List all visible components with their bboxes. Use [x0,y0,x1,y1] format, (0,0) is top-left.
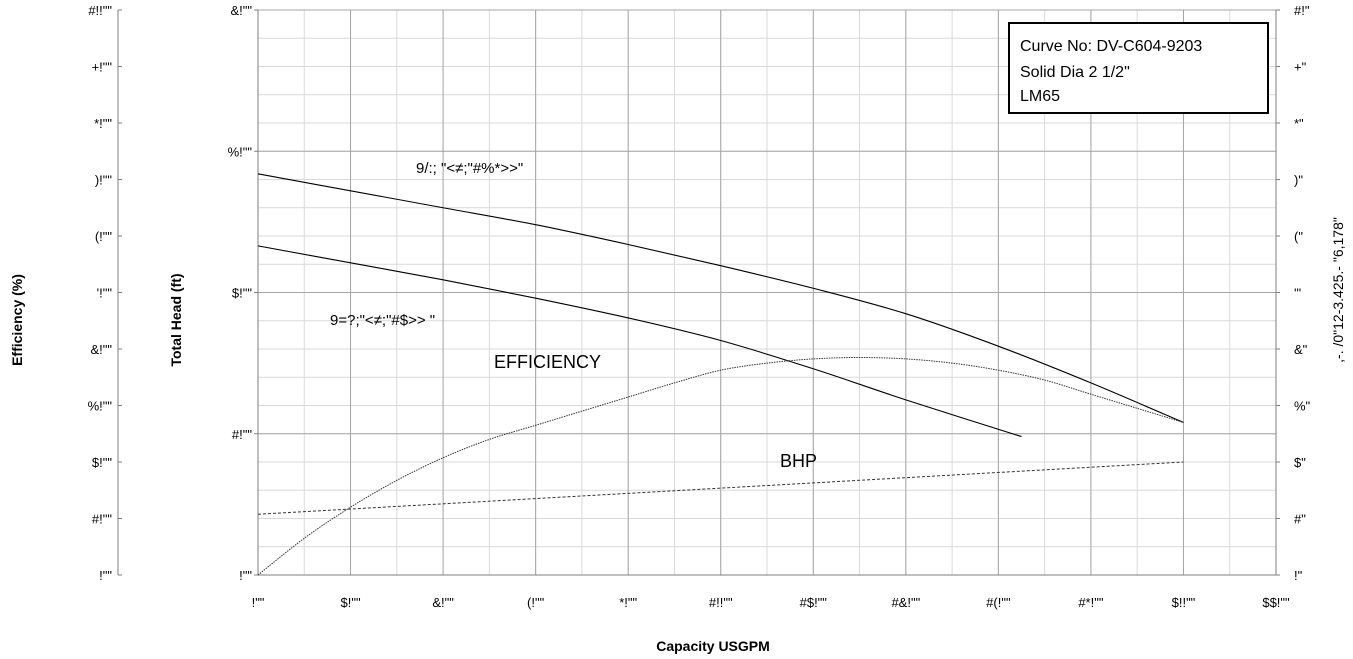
legend-line-model: LM65 [1020,88,1060,105]
bhp-label: BHP [780,451,817,471]
right-tick-label: %" [1294,399,1311,414]
x-tick-label: &!"" [432,595,454,610]
x-axis-title: Capacity USGPM [656,638,770,654]
lower-curve-label: 9=?;"<≠;"#$>> " [330,312,435,329]
right-tick-label: '" [1294,286,1301,301]
right-tick-label: &" [1294,342,1308,357]
efficiency-tick-label: !"" [99,568,112,583]
x-tick-label: $!"" [341,595,361,610]
head-tick-label: !"" [239,568,252,583]
efficiency-curve [257,356,1184,576]
right-tick-label: !" [1294,568,1303,583]
x-tick-label: #(!"" [986,595,1011,610]
efficiency-tick-label: (!"" [95,229,113,244]
head-tick-label: %!"" [228,144,253,159]
x-tick-label: *!"" [619,595,637,610]
x-tick-label: $!!"" [1172,595,1196,610]
head-tick-label: #!"" [232,427,252,442]
efficiency-label: EFFICIENCY [494,352,601,372]
right-tick-label: (" [1294,229,1303,244]
efficiency-tick-label: #!"" [92,512,112,527]
right-tick-label: +" [1294,60,1307,75]
legend-line-solid-dia: Solid Dia 2 1/2" [1020,64,1130,81]
tick-labels: !"" $!"" &!"" (!"" *!"" #!!"" #$!"" #&!"" #(!"" #… [88,3,1311,610]
x-tick-label: #*!"" [1078,595,1104,610]
efficiency-tick-label: '!"" [97,286,113,301]
bhp-curve [257,461,1184,515]
x-tick-label: $$!"" [1262,595,1290,610]
legend-box: Curve No: DV-C604-9203 Solid Dia 2 1/2" … [1008,22,1269,114]
x-tick-label: !"" [252,595,265,610]
x-tick-label: #$!"" [800,595,828,610]
x-tick-label: #!!"" [709,595,733,610]
efficiency-tick-label: #!!"" [88,3,112,18]
efficiency-tick-label: *!"" [94,116,112,131]
upper-head-curve [257,173,1184,423]
right-tick-label: )" [1294,173,1303,188]
efficiency-tick-label: &!"" [90,342,112,357]
efficiency-tick-label: $!"" [92,455,112,470]
legend-line-curve-no: Curve No: DV-C604-9203 [1020,38,1202,55]
x-tick-label: (!"" [527,595,545,610]
right-tick-label: #!" [1294,3,1310,18]
right-tick-label: #" [1294,512,1306,527]
x-tick-label: #&!"" [891,595,920,610]
efficiency-axis-title: Efficiency (%) [9,274,25,366]
right-tick-label: $" [1294,455,1306,470]
series-lines [257,173,1184,576]
head-tick-label: &!"" [230,3,252,18]
efficiency-tick-label: %!"" [88,399,113,414]
efficiency-tick-label: +!"" [92,60,113,75]
head-tick-label: $!"" [232,286,252,301]
right-tick-label: *" [1294,116,1304,131]
efficiency-tick-label: )!"" [95,173,113,188]
upper-curve-label: 9/:; "<≠;"#%*>>" [416,160,523,177]
lower-head-curve [257,245,1022,438]
right-axis-title: ,-. /0"12-3.425.- "6,178" [1330,217,1346,363]
head-axis-title: Total Head (ft) [168,273,184,366]
